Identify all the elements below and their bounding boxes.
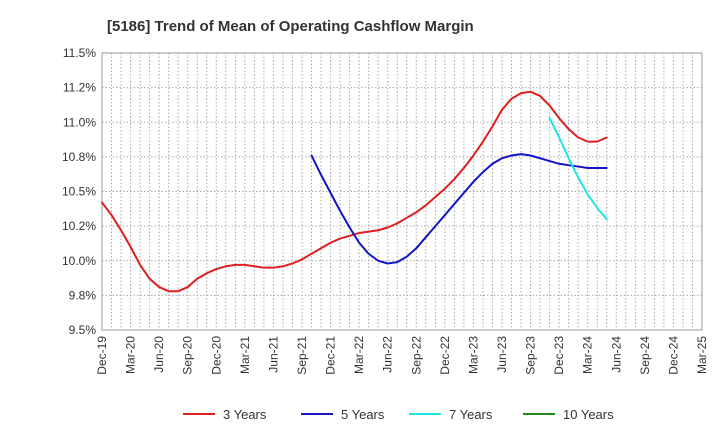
x-tick-label: Jun-24 xyxy=(609,336,623,373)
x-tick-label: Mar-22 xyxy=(352,336,366,374)
y-tick-label: 10.0% xyxy=(62,254,96,268)
x-tick-label: Jun-22 xyxy=(381,336,395,373)
y-tick-label: 11.2% xyxy=(63,81,96,95)
x-tick-label: Sep-21 xyxy=(295,336,309,375)
x-tick-label: Mar-21 xyxy=(238,336,252,374)
x-tick-label: Sep-23 xyxy=(524,336,538,375)
legend-label: 10 Years xyxy=(563,407,614,422)
x-tick-label: Jun-20 xyxy=(152,336,166,373)
x-tick-label: Dec-20 xyxy=(209,336,223,375)
x-tick-label: Mar-24 xyxy=(581,336,595,374)
x-tick-label: Sep-20 xyxy=(181,336,195,375)
y-tick-label: 10.2% xyxy=(62,219,96,233)
legend: 3 Years 5 Years 7 Years 10 Years xyxy=(183,407,614,422)
chart-title: [5186] Trend of Mean of Operating Cashfl… xyxy=(107,18,474,35)
x-tick-label: Dec-23 xyxy=(552,336,566,375)
x-tick-label: Dec-22 xyxy=(438,336,452,375)
x-tick-label: Dec-19 xyxy=(95,336,109,375)
x-tick-label: Sep-22 xyxy=(409,336,423,375)
legend-label: 7 Years xyxy=(449,407,493,422)
x-tick-label: Jun-23 xyxy=(495,336,509,373)
x-tick-label: Mar-23 xyxy=(466,336,480,374)
x-tick-label: Jun-21 xyxy=(266,336,280,373)
x-tick-label: Dec-24 xyxy=(666,336,680,375)
y-tick-label: 10.8% xyxy=(62,150,96,164)
legend-label: 3 Years xyxy=(223,407,267,422)
y-axis: 9.5% 9.8% 10.0% 10.2% 10.5% 10.8% 11.0% 11.2% 11… xyxy=(62,46,96,337)
x-tick-label: Mar-20 xyxy=(124,336,138,374)
series-lines xyxy=(101,90,608,293)
series-line-7-years xyxy=(548,117,608,221)
y-tick-label: 9.5% xyxy=(69,323,97,337)
x-tick-label: Mar-25 xyxy=(695,336,709,374)
grid-lines xyxy=(102,53,702,330)
plot-area xyxy=(101,52,703,331)
x-tick-label: Sep-24 xyxy=(638,336,652,375)
y-tick-label: 10.5% xyxy=(62,185,96,199)
legend-label: 5 Years xyxy=(341,407,385,422)
x-tick-label: Dec-21 xyxy=(324,336,338,375)
y-tick-label: 11.5% xyxy=(63,46,96,60)
y-tick-label: 11.0% xyxy=(63,115,96,129)
y-tick-label: 9.8% xyxy=(69,288,97,302)
series-line-5-years xyxy=(310,153,608,265)
x-axis: Dec-19 Mar-20 Jun-20 Sep-20 Dec-20 Mar-21 Jun-… xyxy=(95,336,709,375)
